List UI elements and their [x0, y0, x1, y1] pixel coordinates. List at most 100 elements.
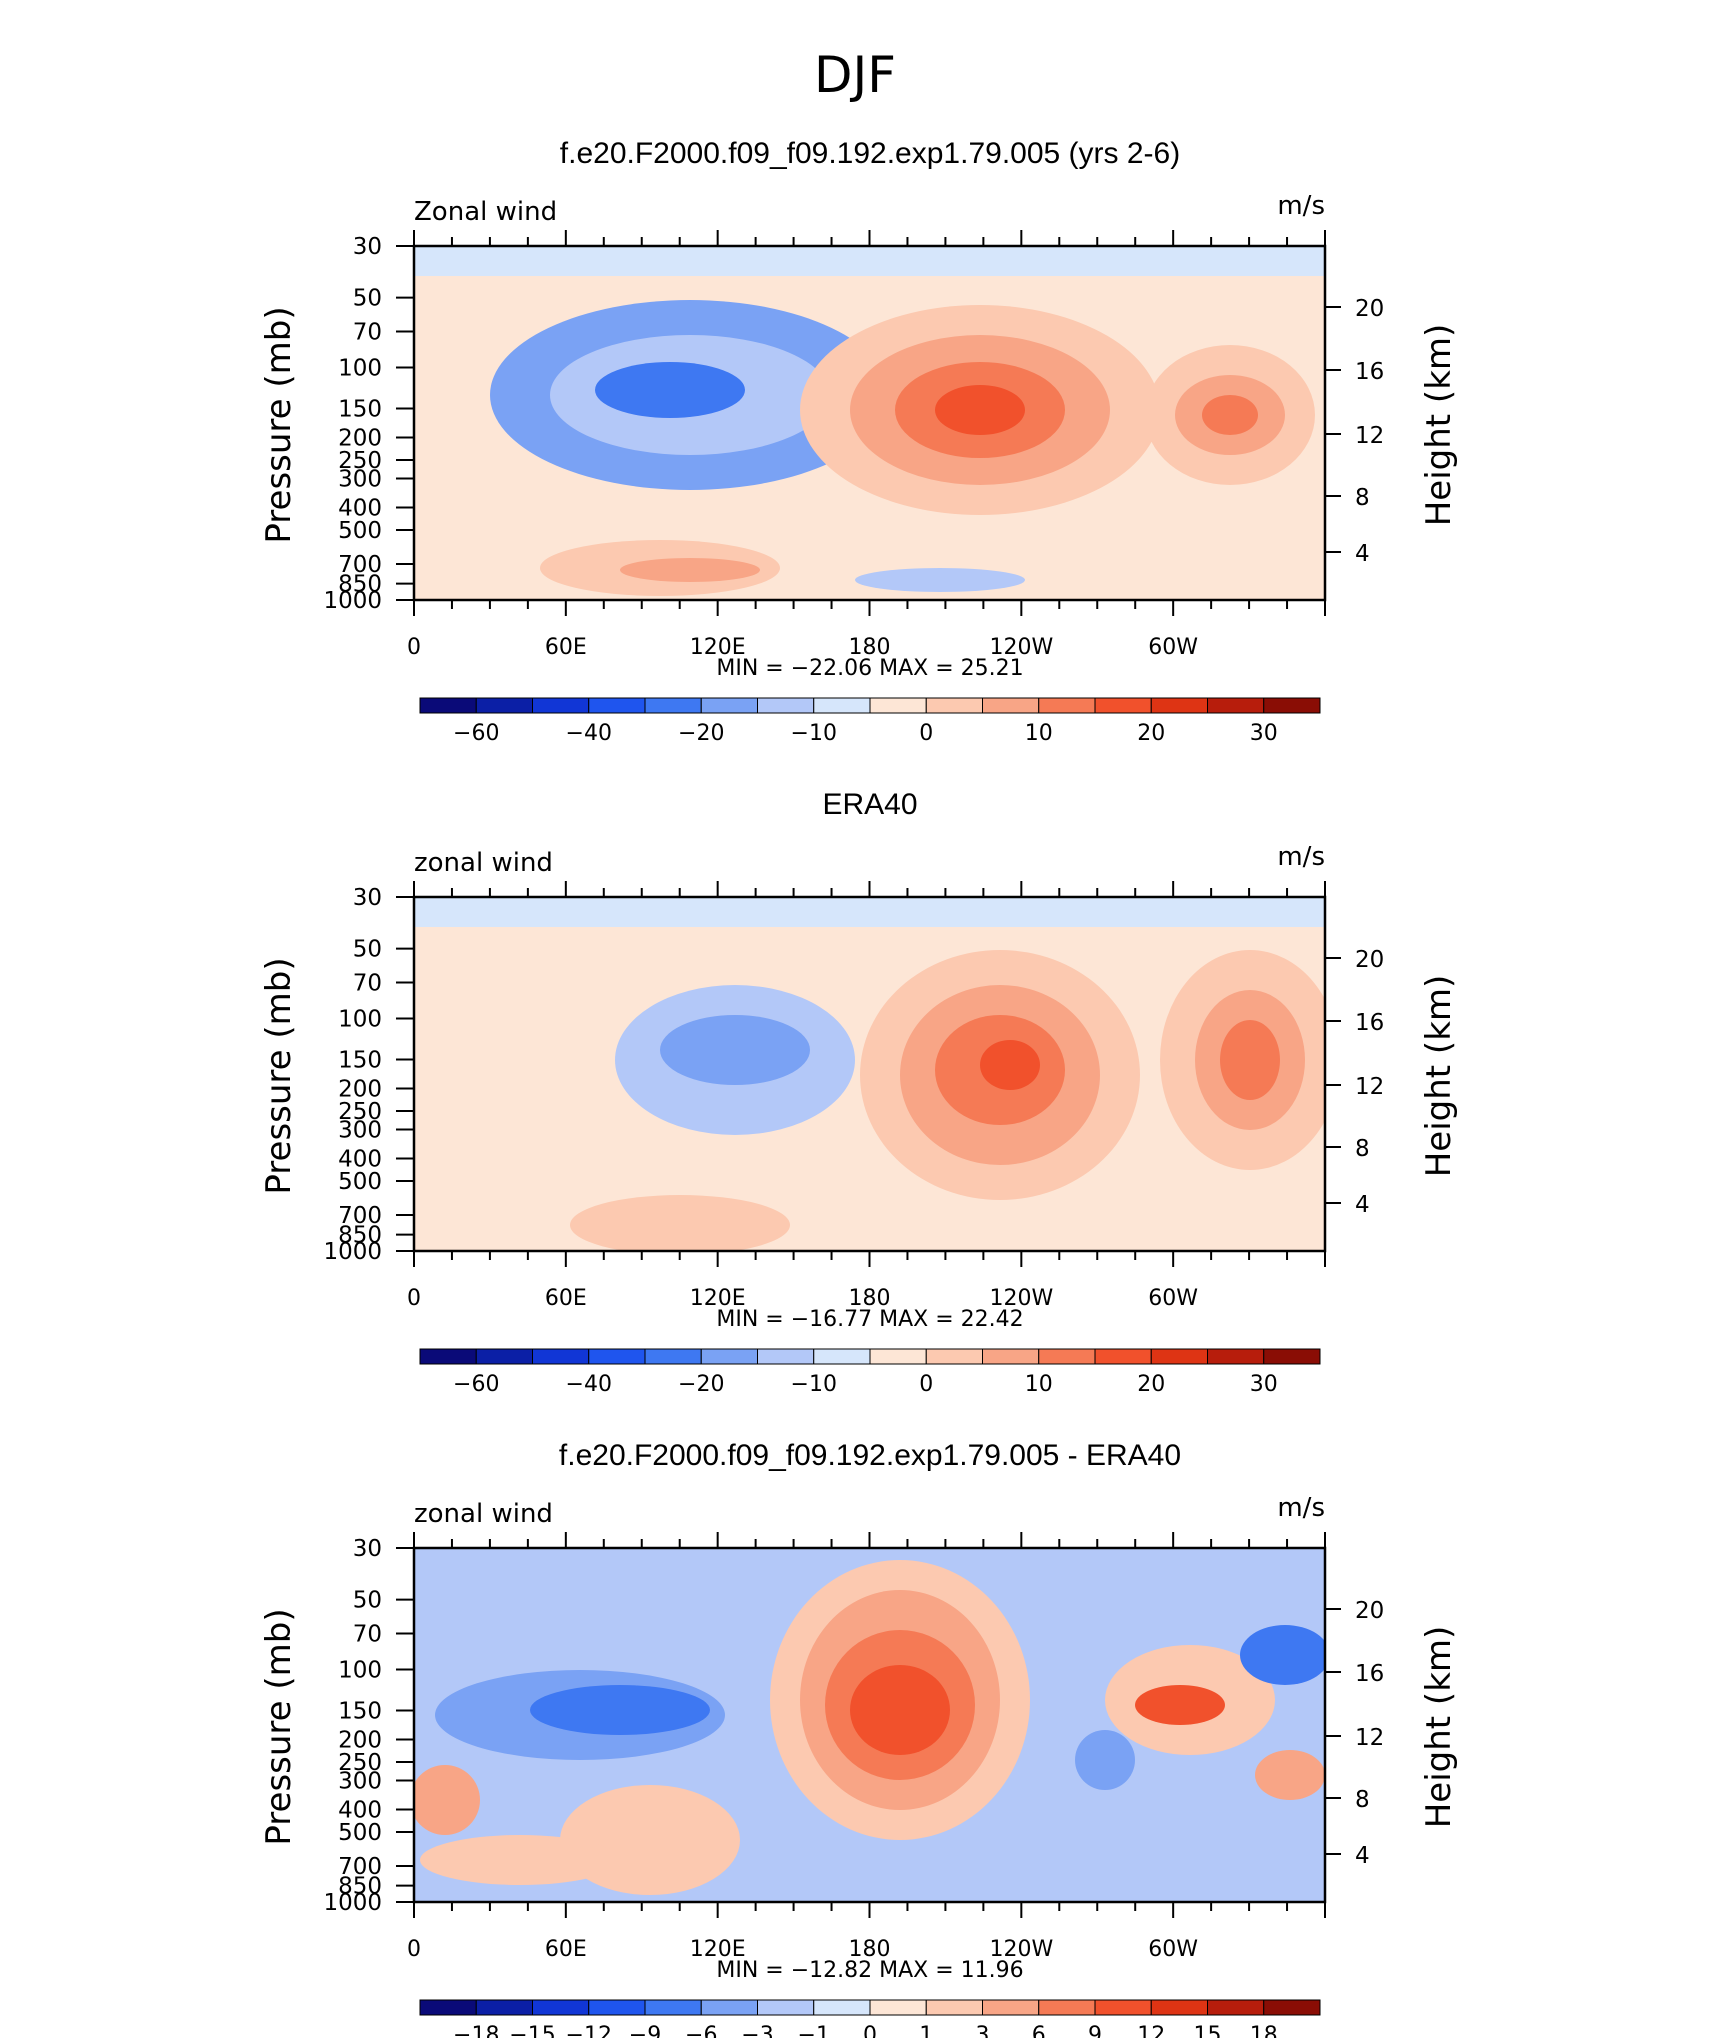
contour-region [1255, 1750, 1325, 1800]
colorbar-swatch [532, 1999, 590, 2016]
colorbar-swatch [1094, 1348, 1152, 1365]
plot-top-band [414, 897, 1325, 927]
colorbar-label: 30 [1250, 1372, 1278, 1397]
colorbar-label: −1 [798, 2023, 830, 2038]
colorbar-swatch [757, 697, 815, 714]
colorbar-swatch [1094, 1999, 1152, 2016]
x-tick-label: 180 [849, 1286, 891, 1311]
y-tick-label: 700 [338, 1854, 382, 1880]
colorbar-label: −9 [629, 2023, 661, 2038]
contour-fill [570, 950, 1325, 1251]
x-tick-label: 120W [989, 635, 1053, 660]
colorbar-swatch [1038, 1348, 1096, 1365]
colorbar-label: −40 [566, 721, 612, 746]
colorbar-swatch [644, 1999, 702, 2016]
contour-region [1075, 1730, 1135, 1790]
x-tick-label: 120E [690, 635, 746, 660]
colorbar-swatch [1150, 697, 1208, 714]
contour-region [855, 568, 1025, 592]
contour-region [850, 1665, 950, 1755]
colorbar-swatch [1207, 697, 1265, 714]
x-tick-label: 60W [1148, 1286, 1198, 1311]
plot-top-band [414, 246, 1325, 276]
y-tick-label: 70 [353, 320, 382, 346]
colorbar-swatch [588, 1348, 646, 1365]
colorbar-swatch [869, 1999, 927, 2016]
colorbar-swatch [532, 1348, 590, 1365]
y-right-tick-label: 4 [1355, 1843, 1370, 1869]
colorbar-label: 18 [1250, 2023, 1278, 2038]
y-tick-label: 150 [338, 1698, 382, 1724]
y-tick-label: 500 [338, 1169, 382, 1195]
y-tick-label: 300 [338, 1117, 382, 1143]
contour-region [1240, 1625, 1325, 1685]
x-tick-label: 0 [407, 1937, 421, 1962]
colorbar-label: 0 [919, 1372, 933, 1397]
colorbar-label: −15 [509, 2023, 555, 2038]
y-tick-label: 150 [338, 1047, 382, 1073]
y-tick-label: 1000 [323, 1239, 382, 1265]
x-tick-label: 120W [989, 1937, 1053, 1962]
colorbar-label: −18 [453, 2023, 499, 2038]
y-right-tick-label: 20 [1355, 947, 1384, 973]
colorbar-label: −6 [685, 2023, 717, 2038]
y-axis-title: Pressure (mb) [259, 306, 299, 543]
contour-region [980, 1040, 1040, 1090]
y-tick-label: 700 [338, 552, 382, 578]
right-corner-label: m/s [1277, 842, 1325, 872]
contour-region [530, 1685, 710, 1735]
contour-region [1220, 1020, 1280, 1100]
colorbar-swatch [757, 1348, 815, 1365]
colorbar-swatch [925, 1999, 983, 2016]
x-tick-label: 60E [545, 1286, 587, 1311]
colorbar-label: −60 [453, 721, 499, 746]
y-tick-label: 200 [338, 426, 382, 452]
colorbar-swatch [1150, 1348, 1208, 1365]
panel-1: f.e20.F2000.f09_f09.192.exp1.79.005 (yrs… [259, 137, 1459, 746]
y-tick-label: 300 [338, 1768, 382, 1794]
colorbar-swatch [700, 697, 758, 714]
y-tick-label: 30 [353, 885, 382, 911]
y-tick-label: 100 [338, 356, 382, 382]
colorbar-swatch [869, 1348, 927, 1365]
x-tick-label: 60W [1148, 1937, 1198, 1962]
y-tick-label: 500 [338, 1820, 382, 1846]
colorbar-swatch [813, 1999, 871, 2016]
colorbar-swatch [982, 1348, 1040, 1365]
colorbar-swatch [1207, 1348, 1265, 1365]
y-right-axis-title: Height (km) [1419, 1626, 1459, 1829]
panel-title: ERA40 [822, 788, 917, 821]
colorbar-label: 1 [919, 2023, 933, 2038]
contour-region [1135, 1685, 1225, 1725]
colorbar-label: −12 [566, 2023, 612, 2038]
y-tick-label: 850 [338, 572, 382, 598]
colorbar-swatch [925, 697, 983, 714]
x-tick-label: 180 [849, 1937, 891, 1962]
colorbar-label: 20 [1137, 721, 1165, 746]
x-tick-label: 120E [690, 1937, 746, 1962]
colorbar-swatch [1038, 1999, 1096, 2016]
colorbar-swatch [813, 697, 871, 714]
left-corner-label: zonal wind [414, 1499, 553, 1529]
colorbar-swatch [1263, 1999, 1321, 2016]
y-tick-label: 200 [338, 1077, 382, 1103]
contour-region [570, 1195, 790, 1251]
colorbar-swatch [700, 1348, 758, 1365]
contour-fill [414, 1560, 1325, 1895]
y-tick-label: 200 [338, 1728, 382, 1754]
colorbar-label: 6 [1032, 2023, 1046, 2038]
contour-region [595, 362, 745, 418]
colorbar-label: 0 [863, 2023, 877, 2038]
right-corner-label: m/s [1277, 191, 1325, 221]
y-tick-label: 300 [338, 466, 382, 492]
y-right-axis-title: Height (km) [1419, 324, 1459, 527]
y-right-tick-label: 8 [1355, 485, 1370, 511]
colorbar-swatch [532, 697, 590, 714]
x-tick-label: 180 [849, 635, 891, 660]
colorbar-swatch [813, 1348, 871, 1365]
y-tick-label: 400 [338, 495, 382, 521]
y-right-tick-label: 20 [1355, 296, 1384, 322]
y-tick-label: 70 [353, 971, 382, 997]
y-right-tick-label: 16 [1355, 1010, 1384, 1036]
